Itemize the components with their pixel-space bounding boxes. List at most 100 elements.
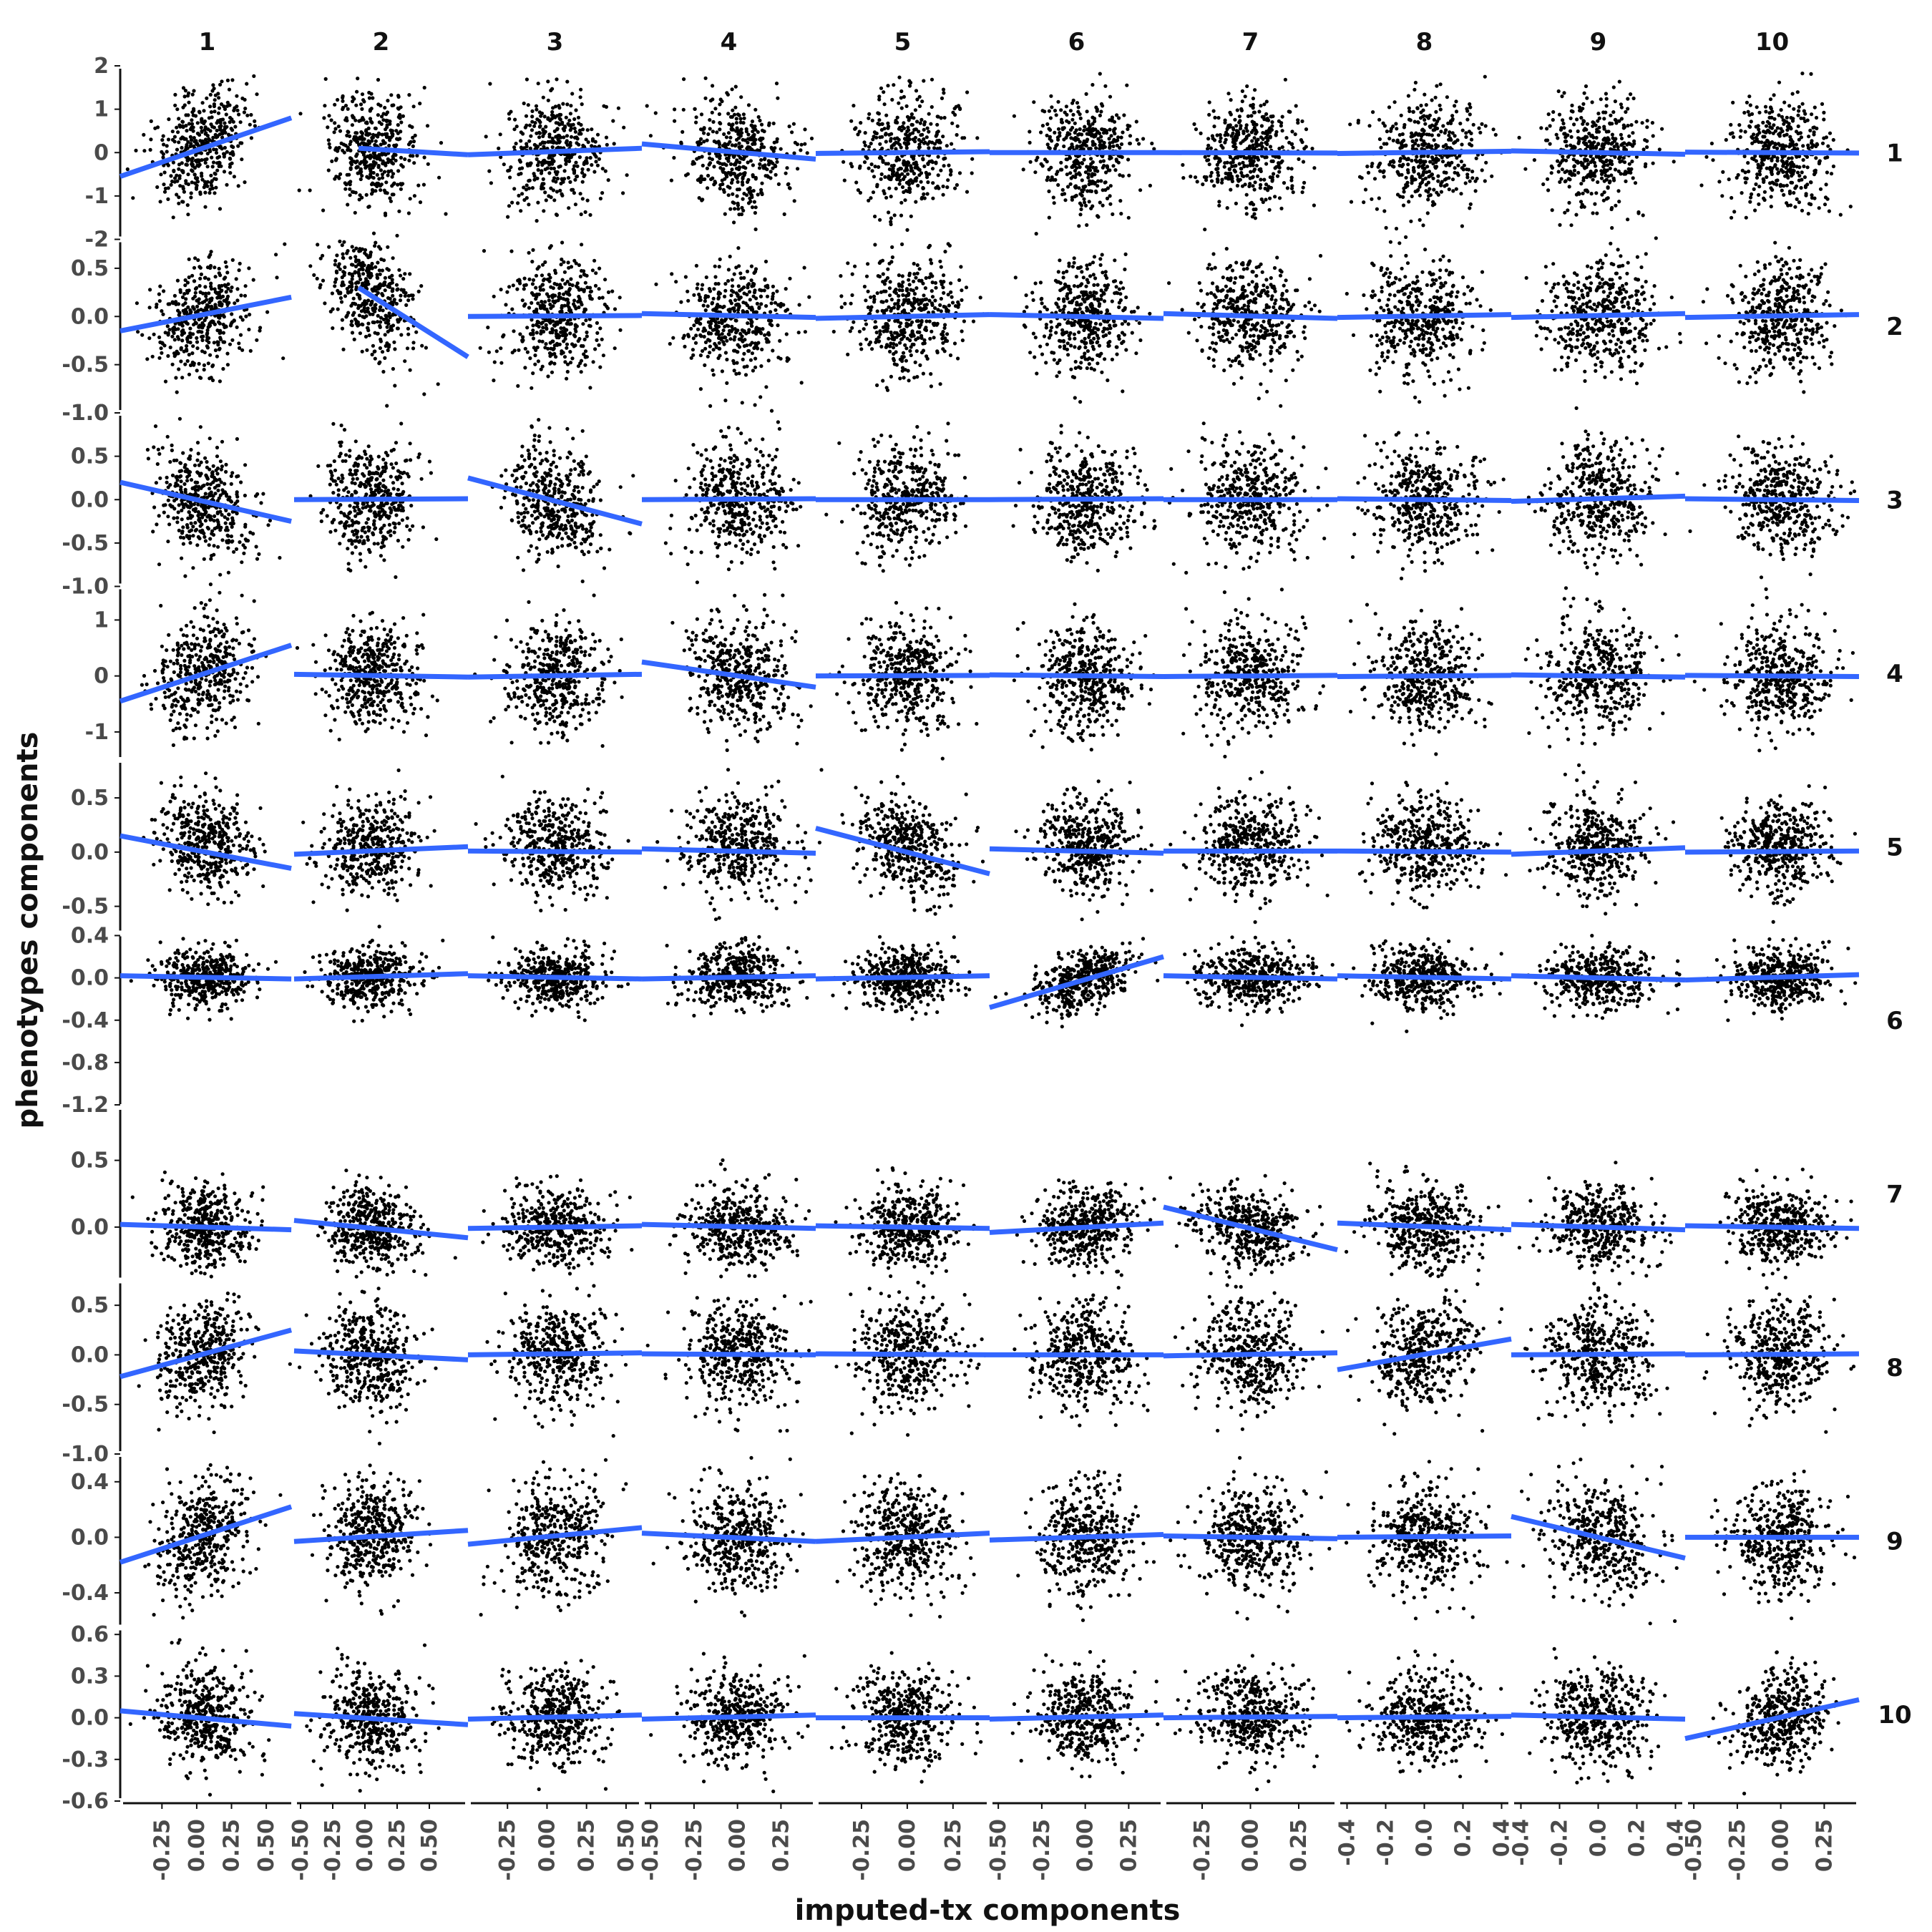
data-point [858,130,862,133]
data-point [775,160,779,164]
data-point [884,196,888,200]
data-point [582,173,586,177]
data-point [914,108,917,112]
data-point [915,97,919,101]
data-point [520,192,524,195]
data-point [327,138,331,142]
data-point [520,166,524,170]
data-point [680,130,684,134]
data-point [955,105,958,109]
x-tick-label: 0.25 [220,1819,245,1872]
data-point [186,213,190,216]
data-point [670,179,673,182]
data-point [580,102,584,106]
data-point [223,125,227,129]
data-point [1120,142,1123,146]
data-point [218,161,222,165]
data-point [941,135,945,138]
data-point [414,134,417,137]
data-point [213,104,216,108]
data-point [381,160,385,163]
data-point [353,211,357,215]
data-point [902,95,906,99]
data-point [552,167,556,170]
data-point [399,156,403,160]
col-strip-label: 5 [894,28,912,57]
data-point [333,130,336,134]
data-point [194,114,197,117]
data-point [742,112,746,116]
data-point [1106,197,1109,200]
data-point [360,174,364,177]
data-point [388,138,391,142]
data-point [695,115,698,119]
data-point [718,127,721,131]
data-point [359,102,363,106]
data-point [162,182,165,186]
data-point [601,167,605,170]
data-point [753,108,757,112]
data-point [243,110,246,114]
data-point [384,127,387,131]
data-point [353,119,357,122]
data-point [535,104,538,108]
data-point [209,122,213,126]
data-point [192,136,196,140]
data-point [880,172,884,176]
data-point [509,165,512,169]
data-point [191,157,195,160]
data-point [926,192,930,195]
data-point [391,175,394,179]
data-point [594,160,597,163]
col-strip-label: 3 [547,28,564,57]
data-point [159,200,162,203]
panel [298,77,468,238]
data-point [540,185,543,188]
data-point [935,130,939,134]
data-point [527,103,530,107]
data-point [514,142,518,145]
data-point [341,106,345,109]
data-point [327,114,331,117]
data-point [422,183,426,187]
data-point [726,112,730,115]
data-point [567,176,570,180]
data-point [558,189,562,192]
data-point [621,191,625,195]
data-point [878,218,882,222]
data-point [893,213,897,217]
data-point [165,144,169,147]
data-point [213,126,216,130]
data-point [581,180,585,184]
data-point [403,157,406,161]
x-tick-label: 0.2 [1451,1819,1476,1857]
data-point [588,213,592,217]
data-point [253,119,256,123]
data-point [858,166,862,170]
data-point [228,120,232,124]
data-point [718,157,721,160]
data-point [187,101,190,104]
data-point [672,156,675,160]
data-point [173,180,177,184]
data-point [700,112,703,116]
data-point [1077,105,1080,109]
data-point [206,165,210,168]
data-point [700,175,703,178]
data-point [579,192,582,195]
y-tick-label: 0.4 [71,923,109,948]
data-point [243,180,246,184]
data-point [336,98,339,102]
data-point [746,187,750,191]
data-point [367,176,371,180]
data-point [794,141,797,145]
data-point [574,161,577,165]
data-point [1108,203,1112,206]
data-point [527,187,531,190]
data-point [589,156,592,160]
data-point [184,147,187,151]
data-point [386,123,389,127]
data-point [384,180,388,184]
data-point [625,173,629,177]
data-point [573,127,577,130]
